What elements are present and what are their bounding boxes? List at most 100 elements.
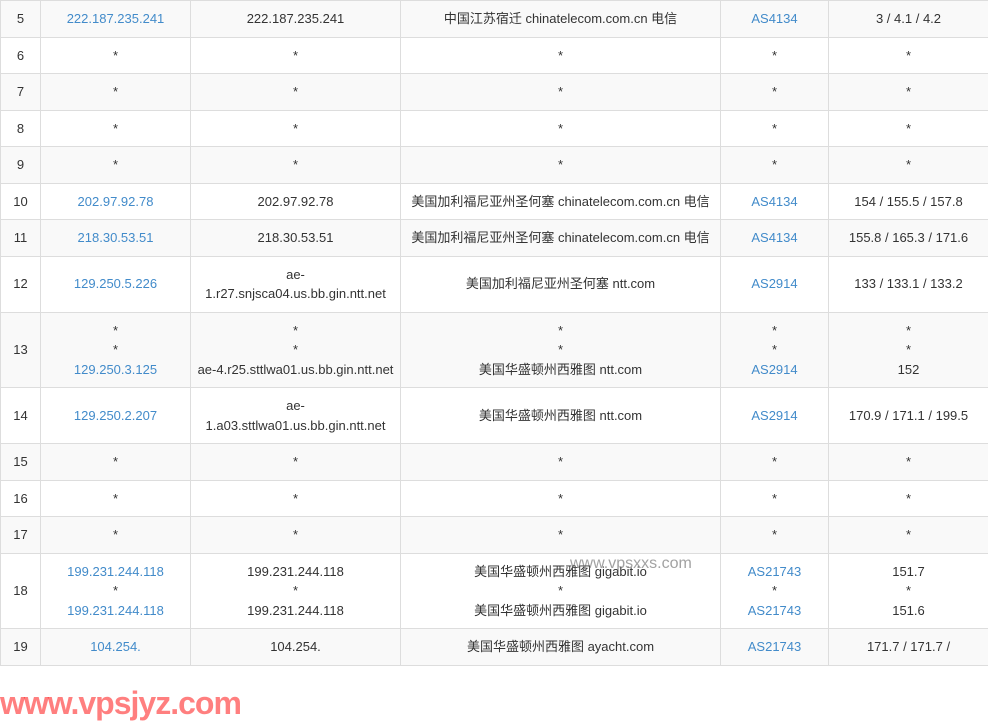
asn-cell: AS2914 xyxy=(721,388,829,444)
ip-cell-link[interactable]: 129.250.5.226 xyxy=(74,276,157,291)
location-cell-line: 美国华盛顿州西雅图 gigabit.io xyxy=(407,601,714,621)
latency-cell-line: * xyxy=(835,119,982,139)
location-cell: * xyxy=(401,74,721,111)
location-cell: * xyxy=(401,444,721,481)
ip-cell-link[interactable]: 222.187.235.241 xyxy=(67,11,165,26)
latency-cell-line: 154 / 155.5 / 157.8 xyxy=(835,192,982,212)
host-cell-line: 218.30.53.51 xyxy=(197,228,394,248)
ip-cell-link[interactable]: 218.30.53.51 xyxy=(78,230,154,245)
asn-cell-link[interactable]: AS2914 xyxy=(751,362,797,377)
host-cell-line: * xyxy=(197,321,394,341)
ip-cell-line: * xyxy=(47,581,184,601)
location-cell-line: 中国江苏宿迁 chinatelecom.com.cn 电信 xyxy=(407,9,714,29)
location-cell-line: * xyxy=(407,340,714,360)
latency-cell-line: 171.7 / 171.7 / xyxy=(835,637,982,657)
asn-cell-link[interactable]: AS4134 xyxy=(751,11,797,26)
latency-cell: 154 / 155.5 / 157.8 xyxy=(829,183,988,220)
asn-cell-link[interactable]: AS2914 xyxy=(751,276,797,291)
ip-cell: ** 129.250.3.125 xyxy=(41,312,191,388)
ip-cell-link[interactable]: 129.250.3.125 xyxy=(74,362,157,377)
host-cell-line: 104.254. xyxy=(197,637,394,657)
asn-cell-link[interactable]: AS21743 xyxy=(748,639,802,654)
latency-cell-line: 152 xyxy=(835,360,982,380)
latency-cell: **152 xyxy=(829,312,988,388)
ip-cell-line: * xyxy=(47,155,184,175)
asn-cell-line: * xyxy=(727,340,822,360)
asn-cell-line: * xyxy=(727,82,822,102)
ip-cell: * xyxy=(41,444,191,481)
latency-cell-line: * xyxy=(835,321,982,341)
asn-cell: AS4134 xyxy=(721,1,829,38)
host-cell: * xyxy=(191,74,401,111)
host-cell: 104.254. xyxy=(191,629,401,666)
asn-cell: * xyxy=(721,517,829,554)
location-cell-line: 美国加利福尼亚州圣何塞 ntt.com xyxy=(407,274,714,294)
host-cell-line: 202.97.92.78 xyxy=(197,192,394,212)
asn-cell-line: AS2914 xyxy=(727,360,822,380)
hop-cell: 19 xyxy=(1,629,41,666)
asn-cell-link[interactable]: AS4134 xyxy=(751,230,797,245)
traceroute-table-body: 5222.187.235.241222.187.235.241中国江苏宿迁 ch… xyxy=(1,1,988,666)
ip-cell-link[interactable]: 199.231.244.118 xyxy=(67,564,164,579)
table-row: 5222.187.235.241222.187.235.241中国江苏宿迁 ch… xyxy=(1,1,988,38)
table-row: 17***** xyxy=(1,517,988,554)
asn-cell-link[interactable]: AS21743 xyxy=(748,564,802,579)
latency-cell-line: * xyxy=(835,581,982,601)
asn-cell: **AS2914 xyxy=(721,312,829,388)
location-cell-line: * xyxy=(407,321,714,341)
ip-cell-line: 199.231.244.118 xyxy=(47,562,184,582)
ip-cell: 218.30.53.51 xyxy=(41,220,191,257)
latency-cell: * xyxy=(829,37,988,74)
asn-cell: AS2914 xyxy=(721,256,829,312)
host-cell-line: 199.231.244.118 xyxy=(197,562,394,582)
location-cell: 美国华盛顿州西雅图 ntt.com xyxy=(401,388,721,444)
latency-cell-line: * xyxy=(835,452,982,472)
hop-cell: 11 xyxy=(1,220,41,257)
host-cell: * xyxy=(191,517,401,554)
hop-cell: 6 xyxy=(1,37,41,74)
location-cell-line: 美国华盛顿州西雅图 gigabit.io xyxy=(407,562,714,582)
asn-cell-line: AS4134 xyxy=(727,9,822,29)
host-cell-line: 222.187.235.241 xyxy=(197,9,394,29)
host-cell: 199.231.244.118*199.231.244.118 xyxy=(191,553,401,629)
table-row: 9***** xyxy=(1,147,988,184)
asn-cell: * xyxy=(721,444,829,481)
host-cell: * xyxy=(191,37,401,74)
asn-cell-link[interactable]: AS21743 xyxy=(748,603,802,618)
latency-cell-line: * xyxy=(835,46,982,66)
ip-cell-link[interactable]: 202.97.92.78 xyxy=(78,194,154,209)
latency-cell-line: 133 / 133.1 / 133.2 xyxy=(835,274,982,294)
hop-cell: 15 xyxy=(1,444,41,481)
ip-cell-line: 129.250.3.125 xyxy=(47,360,184,380)
ip-cell-link[interactable]: 129.250.2.207 xyxy=(74,408,157,423)
location-cell-line: 美国加利福尼亚州圣何塞 chinatelecom.com.cn 电信 xyxy=(407,228,714,248)
watermark-vpsjyz: www.vpsjyz.com xyxy=(0,685,241,722)
traceroute-table: 5222.187.235.241222.187.235.241中国江苏宿迁 ch… xyxy=(0,0,988,666)
ip-cell-line: * xyxy=(47,82,184,102)
asn-cell: * xyxy=(721,480,829,517)
table-row: 7***** xyxy=(1,74,988,111)
ip-cell-line: * xyxy=(47,340,184,360)
ip-cell-link[interactable]: 104.254. xyxy=(90,639,141,654)
location-cell-line: * xyxy=(407,82,714,102)
host-cell-line: * xyxy=(197,581,394,601)
latency-cell-line: * xyxy=(835,155,982,175)
asn-cell-line: AS21743 xyxy=(727,637,822,657)
latency-cell-line: * xyxy=(835,525,982,545)
latency-cell: * xyxy=(829,480,988,517)
host-cell: **ae-4.r25.sttlwa01.us.bb.gin.ntt.net xyxy=(191,312,401,388)
location-cell: * xyxy=(401,37,721,74)
asn-cell-link[interactable]: AS2914 xyxy=(751,408,797,423)
asn-cell-line: * xyxy=(727,452,822,472)
host-cell: * xyxy=(191,444,401,481)
host-cell: ae-1.a03.sttlwa01.us.bb.gin.ntt.net xyxy=(191,388,401,444)
host-cell-line: * xyxy=(197,46,394,66)
ip-cell-line: * xyxy=(47,46,184,66)
host-cell-line: ae-4.r25.sttlwa01.us.bb.gin.ntt.net xyxy=(197,360,394,380)
ip-cell: * xyxy=(41,517,191,554)
ip-cell-link[interactable]: 199.231.244.118 xyxy=(67,603,164,618)
asn-cell-link[interactable]: AS4134 xyxy=(751,194,797,209)
ip-cell: 222.187.235.241 xyxy=(41,1,191,38)
ip-cell-line: * xyxy=(47,321,184,341)
asn-cell: AS21743*AS21743 xyxy=(721,553,829,629)
